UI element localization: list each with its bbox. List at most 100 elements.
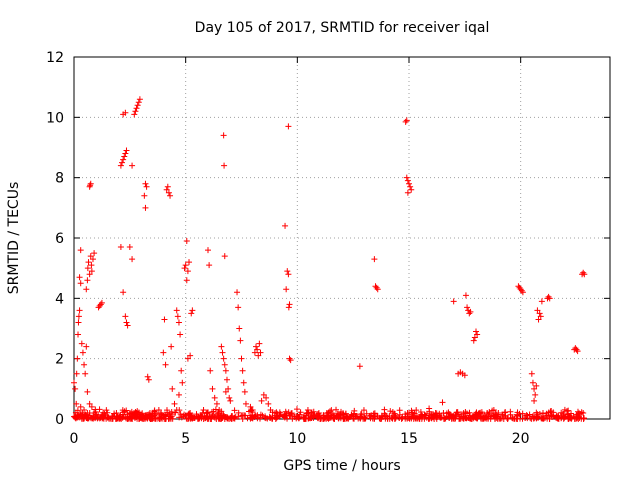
data-point: [473, 328, 479, 335]
y-tick-label: 2: [55, 352, 64, 368]
data-point: [187, 352, 194, 359]
data-point: [84, 265, 91, 272]
data-point: [131, 111, 138, 118]
data-point: [472, 412, 479, 419]
data-point: [168, 343, 175, 350]
data-point: [531, 385, 538, 392]
data-point: [163, 407, 170, 414]
data-point: [136, 96, 143, 103]
data-point: [418, 411, 425, 418]
data-point: [263, 394, 270, 401]
data-point: [91, 250, 98, 257]
data-point: [94, 413, 101, 420]
data-point: [259, 412, 266, 419]
data-point: [505, 415, 512, 422]
data-point: [328, 407, 335, 414]
data-point: [251, 413, 258, 420]
data-point: [188, 310, 195, 317]
data-point: [230, 415, 237, 422]
data-point: [133, 413, 140, 420]
data-point: [99, 415, 106, 422]
data-point: [293, 406, 300, 413]
data-point: [120, 289, 127, 296]
data-point: [86, 410, 93, 417]
data-point: [88, 262, 95, 269]
data-point: [528, 370, 535, 377]
data-point: [219, 349, 226, 356]
data-point: [237, 337, 244, 344]
data-point: [561, 406, 568, 413]
data-point: [184, 355, 191, 362]
data-point: [362, 415, 369, 422]
data-point: [196, 414, 203, 421]
data-point: [85, 259, 92, 266]
data-point: [160, 349, 167, 356]
data-point: [163, 186, 170, 193]
data-point: [111, 410, 118, 417]
data-point: [529, 413, 536, 420]
data-point: [167, 192, 174, 199]
data-point: [540, 409, 546, 416]
data-point: [188, 414, 195, 421]
data-point: [296, 411, 303, 418]
data-point: [539, 415, 546, 422]
data-point: [531, 397, 538, 404]
data-point: [123, 147, 130, 154]
y-tick-label: 12: [46, 50, 64, 66]
data-point: [553, 413, 560, 420]
data-point: [145, 376, 152, 383]
data-point: [223, 376, 230, 383]
data-point: [238, 355, 245, 362]
data-point: [437, 414, 444, 421]
data-point: [211, 394, 218, 401]
data-point: [461, 372, 468, 379]
data-point: [379, 414, 386, 421]
data-point: [545, 293, 552, 300]
data-point: [218, 408, 225, 415]
data-point: [72, 385, 79, 392]
data-point: [303, 410, 310, 417]
data-point: [183, 238, 190, 245]
data-point: [119, 407, 126, 414]
data-point: [437, 414, 444, 421]
data-point: [550, 409, 557, 416]
data-points: [71, 96, 588, 422]
data-point: [285, 304, 292, 311]
data-point: [76, 307, 83, 314]
data-point: [483, 414, 490, 421]
data-point: [470, 337, 477, 344]
data-point: [84, 277, 91, 284]
data-point: [106, 415, 113, 422]
data-point: [224, 414, 231, 421]
data-point: [176, 407, 183, 414]
data-point: [241, 388, 248, 395]
data-point: [519, 289, 526, 296]
data-point: [79, 349, 86, 356]
data-point: [500, 415, 507, 422]
data-point: [325, 410, 332, 417]
data-point: [464, 304, 471, 311]
data-point: [136, 413, 143, 420]
data-point: [161, 316, 168, 323]
data-point: [143, 183, 150, 190]
data-point: [89, 256, 96, 263]
data-point: [370, 410, 377, 417]
data-point: [575, 410, 582, 417]
data-point: [161, 411, 168, 418]
data-point: [182, 262, 189, 269]
data-point: [88, 403, 95, 410]
data-point: [121, 153, 128, 160]
data-point: [175, 319, 182, 326]
data-point: [73, 400, 80, 407]
data-point: [175, 391, 182, 398]
data-point: [356, 363, 363, 370]
data-point: [123, 319, 130, 326]
data-point: [519, 415, 526, 422]
data-point: [396, 414, 403, 421]
data-point: [453, 409, 460, 416]
x-tick-label: 10: [288, 431, 306, 447]
data-point: [164, 183, 171, 190]
data-point: [183, 277, 190, 284]
data-point: [425, 415, 432, 422]
data-point: [260, 391, 267, 398]
